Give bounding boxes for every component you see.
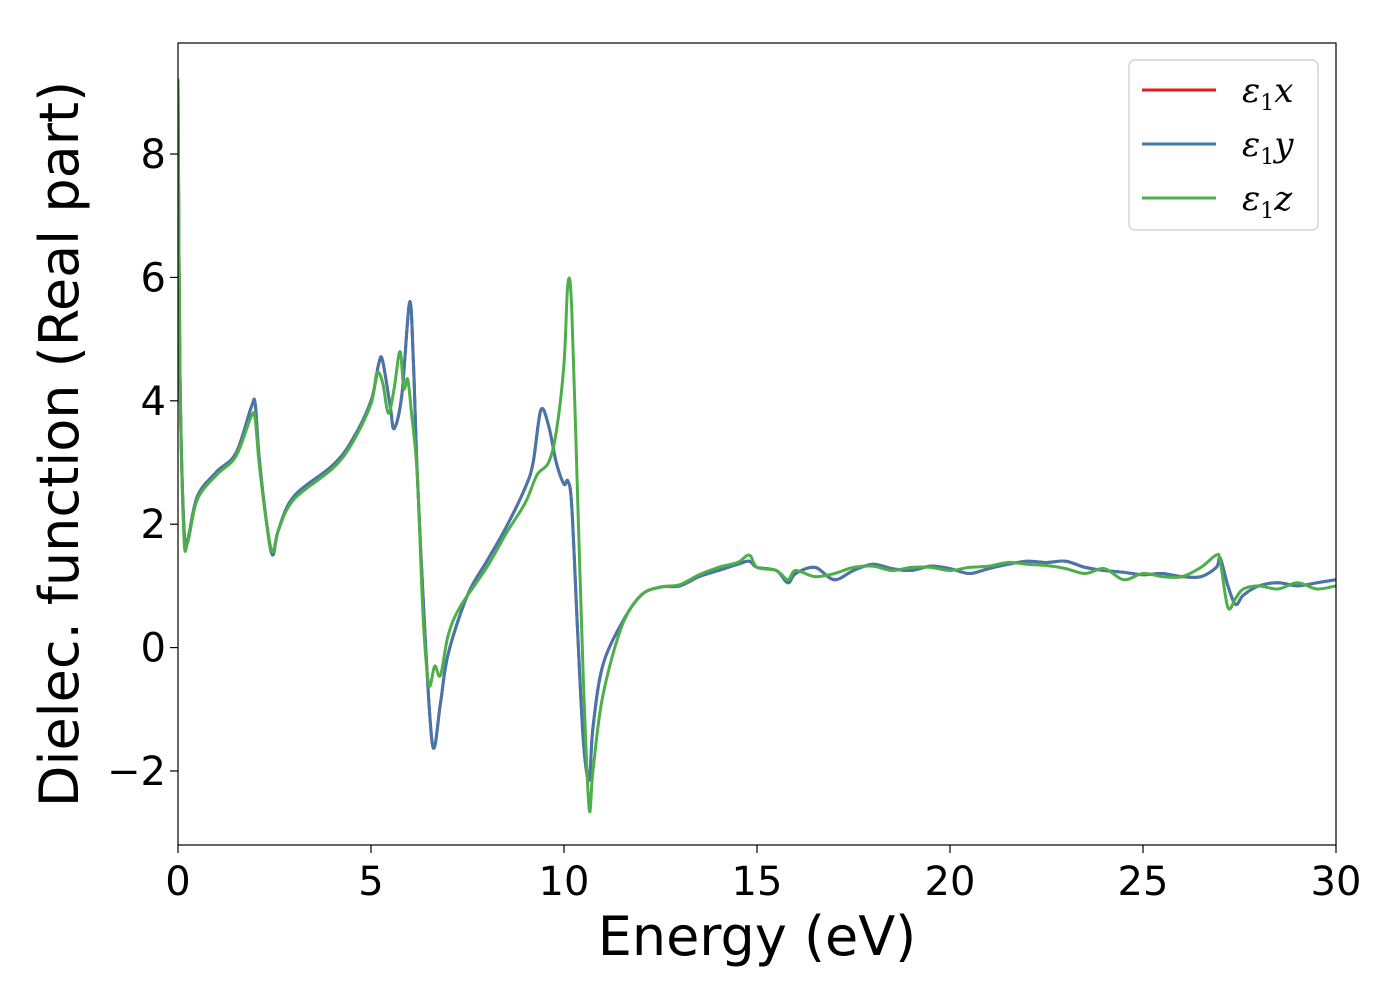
y-axis-label: Dielec. function (Real part) (28, 81, 91, 807)
x-tick-label: 10 (539, 859, 590, 905)
legend: ε1x ε1y ε1z (1128, 59, 1319, 231)
y-tick-label: −2 (107, 749, 166, 795)
y-axis-ticks: −2 0 2 4 6 8 (107, 132, 178, 795)
x-axis-label: Energy (eV) (598, 905, 917, 968)
y-tick-label: 2 (141, 502, 166, 548)
series-layer (178, 78, 1336, 814)
x-tick-label: 30 (1311, 859, 1362, 905)
x-tick-label: 15 (732, 859, 783, 905)
legend-label-x: ε1x (1242, 71, 1293, 116)
y-tick-label: 6 (141, 255, 166, 301)
legend-label-y: ε1y (1242, 125, 1294, 170)
legend-frame (1128, 59, 1319, 231)
x-axis-ticks: 0 5 10 15 20 25 30 (165, 845, 1361, 905)
x-tick-label: 25 (1118, 859, 1169, 905)
y-tick-label: 4 (141, 379, 166, 425)
y-tick-label: 0 (141, 626, 166, 672)
legend-label-z: ε1z (1242, 179, 1293, 224)
y-tick-label: 8 (141, 132, 166, 178)
x-tick-label: 5 (358, 859, 383, 905)
series-line-z (178, 78, 1336, 814)
x-tick-label: 0 (165, 859, 190, 905)
x-tick-label: 20 (925, 859, 976, 905)
